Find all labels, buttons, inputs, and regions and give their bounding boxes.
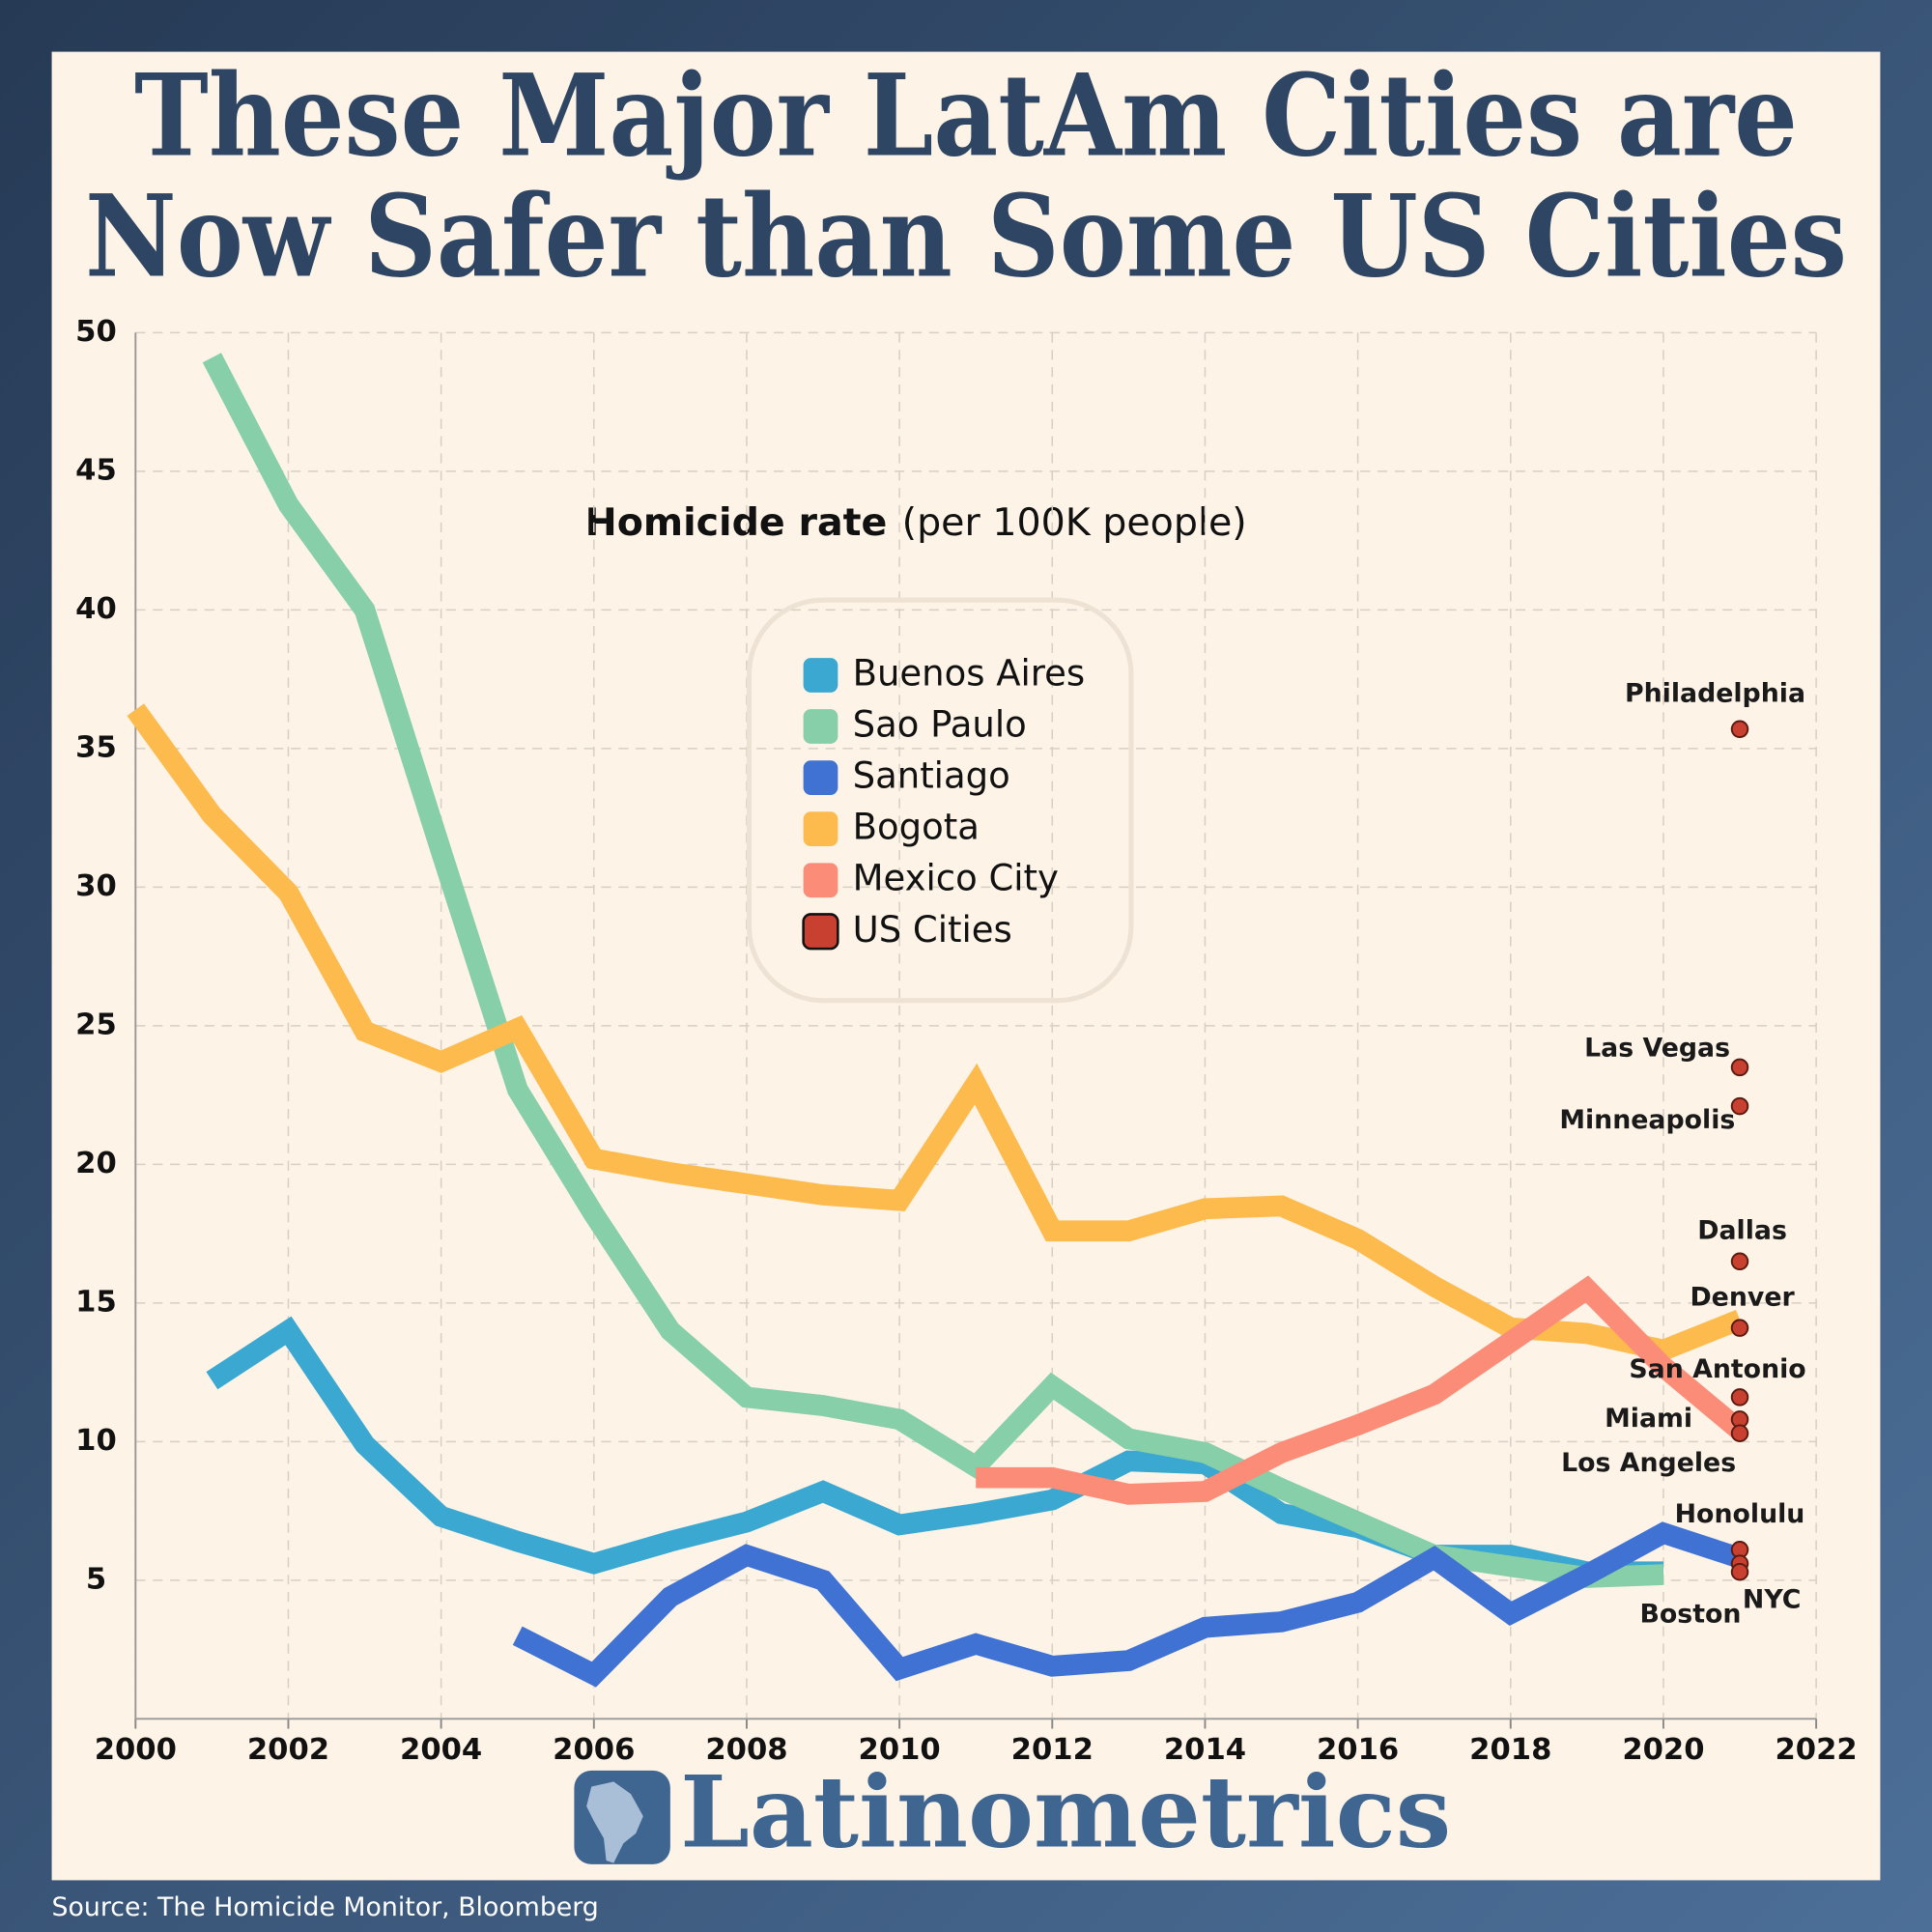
us-city-point — [1730, 1058, 1749, 1077]
source: Source: The Homicide Monitor, Bloomberg — [52, 1892, 599, 1922]
x-tick-label: 2000 — [95, 1733, 177, 1767]
us-city-point — [1730, 1096, 1749, 1116]
legend-box — [746, 597, 1134, 1004]
x-tick-label: 2014 — [1164, 1733, 1246, 1767]
us-city-point — [1730, 1319, 1749, 1337]
y-tick-label: 25 — [75, 1008, 117, 1041]
us-city-point — [1730, 1562, 1749, 1581]
us-city-point — [1730, 1252, 1749, 1271]
city-label: Los Angeles — [1561, 1448, 1736, 1478]
city-label: Boston — [1640, 1599, 1742, 1629]
legend-swatch — [803, 709, 838, 744]
legend: Buenos Aires Sao Paulo Santiago Bogota Mexic… — [802, 652, 1086, 951]
series-line — [202, 353, 1664, 1588]
logo-map — [586, 1781, 643, 1863]
y-tick-label: 10 — [75, 1424, 117, 1458]
city-label: Miami — [1605, 1404, 1692, 1434]
city-label: San Antonio — [1629, 1354, 1805, 1384]
x-tick-label: 2020 — [1622, 1733, 1704, 1767]
series-line — [127, 703, 1745, 1361]
x-tick-label: 2016 — [1317, 1733, 1399, 1767]
x-tick-label: 2004 — [400, 1733, 482, 1767]
legend-label: Santiago — [853, 755, 1010, 797]
subtitle-bold: Homicide rate — [585, 500, 888, 545]
legend-label: Buenos Aires — [853, 652, 1086, 694]
legend-swatch — [803, 811, 838, 847]
y-tick-label: 50 — [75, 315, 117, 349]
series-line — [512, 1521, 1744, 1688]
x-tick-label: 2012 — [1011, 1733, 1094, 1767]
y-tick-label: 5 — [86, 1562, 106, 1596]
y-tick-label: 40 — [75, 592, 117, 626]
us-city-point — [1730, 1424, 1749, 1442]
x-tick-label: 2010 — [859, 1733, 941, 1767]
legend-label: Bogota — [853, 807, 980, 848]
x-tick-label: 2008 — [705, 1733, 787, 1767]
x-tick-label: 2006 — [553, 1733, 635, 1767]
brand: Latinometrics — [680, 1755, 1451, 1871]
y-tick-label: 15 — [75, 1285, 117, 1319]
y-tick-label: 20 — [75, 1147, 117, 1180]
legend-swatch — [802, 913, 839, 951]
city-label: NYC — [1743, 1584, 1801, 1614]
legend-label: Sao Paulo — [853, 704, 1027, 746]
y-tick-label: 35 — [75, 730, 117, 764]
title-line: These Major LatAm Cities are — [134, 49, 1798, 183]
series-line — [976, 1275, 1747, 1505]
city-label: Denver — [1690, 1283, 1795, 1313]
x-tick-label: 2018 — [1469, 1733, 1551, 1767]
x-tick-label: 2002 — [247, 1733, 329, 1767]
subtitle: (per 100K people) — [902, 500, 1247, 545]
legend-label: Mexico City — [853, 858, 1059, 899]
city-label: Las Vegas — [1584, 1033, 1730, 1063]
city-label: Philadelphia — [1625, 679, 1805, 709]
x-tick-label: 2022 — [1776, 1733, 1858, 1767]
plot: 5 10 15 20 25 30 35 40 45 50 2000 2002 2004 2006 2008 2… — [75, 315, 1858, 1767]
legend-label: US Cities — [853, 909, 1012, 951]
title-line: Now Safer than Some US Cities — [85, 170, 1847, 303]
city-label: Dallas — [1697, 1216, 1787, 1246]
city-label: Honolulu — [1675, 1499, 1805, 1529]
legend-swatch — [803, 658, 838, 693]
y-tick-label: 30 — [75, 869, 117, 903]
us-city-point — [1730, 1388, 1749, 1406]
legend-swatch — [803, 863, 838, 898]
us-city-point — [1730, 720, 1749, 739]
city-label: Minneapolis — [1559, 1105, 1735, 1135]
legend-swatch — [803, 760, 838, 795]
y-tick-label: 45 — [75, 453, 117, 487]
